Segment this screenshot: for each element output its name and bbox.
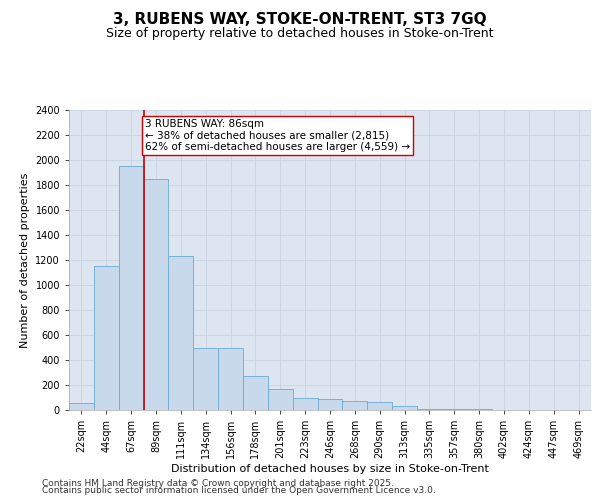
Bar [94,266,119,410]
Bar [119,166,143,410]
Bar [218,348,243,410]
Bar [268,390,293,410]
Text: Contains HM Land Registry data © Crown copyright and database right 2025.: Contains HM Land Registry data © Crown c… [42,478,394,488]
Bar [343,400,367,410]
Text: 3, RUBENS WAY, STOKE-ON-TRENT, ST3 7GQ: 3, RUBENS WAY, STOKE-ON-TRENT, ST3 7GQ [113,12,487,28]
Y-axis label: Number of detached properties: Number of detached properties [20,172,29,348]
Bar [169,256,193,410]
Bar [367,402,392,410]
Bar [143,179,169,410]
Bar [392,406,417,410]
Bar [69,402,94,410]
Text: Contains public sector information licensed under the Open Government Licence v3: Contains public sector information licen… [42,486,436,495]
Bar [417,409,442,410]
Text: Size of property relative to detached houses in Stoke-on-Trent: Size of property relative to detached ho… [106,28,494,40]
Bar [293,398,317,410]
X-axis label: Distribution of detached houses by size in Stoke-on-Trent: Distribution of detached houses by size … [171,464,489,474]
Bar [193,348,218,410]
Bar [317,399,343,410]
Bar [243,376,268,410]
Text: 3 RUBENS WAY: 86sqm
← 38% of detached houses are smaller (2,815)
62% of semi-det: 3 RUBENS WAY: 86sqm ← 38% of detached ho… [145,118,410,152]
